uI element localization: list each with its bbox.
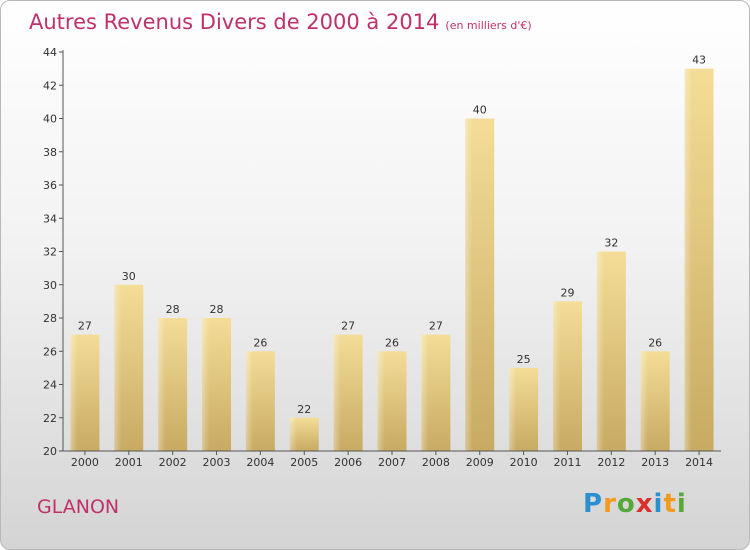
bar-highlight — [509, 367, 517, 451]
x-tick-label: 2000 — [71, 456, 99, 469]
bar-value-label: 27 — [429, 320, 443, 333]
place-name: GLANON — [37, 496, 120, 518]
y-tick-label: 22 — [43, 412, 57, 425]
bar-highlight — [158, 318, 166, 451]
x-tick-label: 2007 — [378, 456, 406, 469]
logo-letter: i — [676, 489, 687, 519]
logo-letter: i — [653, 489, 664, 519]
y-tick-label: 44 — [43, 46, 57, 59]
proxiti-logo[interactable]: Proxiti — [583, 489, 687, 519]
bar-value-label: 28 — [166, 303, 180, 316]
bar-highlight — [377, 351, 385, 451]
bar-value-label: 32 — [604, 237, 618, 250]
y-tick-label: 34 — [43, 212, 57, 225]
bar-value-label: 26 — [385, 336, 399, 349]
bar-highlight — [114, 284, 122, 451]
logo-letter: t — [663, 489, 677, 519]
bar-value-label: 22 — [297, 403, 311, 416]
bar-value-label: 26 — [648, 336, 662, 349]
x-tick-label: 2006 — [334, 456, 362, 469]
bar-highlight — [552, 301, 561, 451]
chart-title-main: Autres Revenus Divers de 2000 à 2014 — [29, 10, 440, 34]
bar-highlight — [684, 68, 692, 451]
bar-value-label: 27 — [78, 320, 92, 333]
y-tick-label: 42 — [43, 79, 57, 92]
bar-highlight — [333, 334, 341, 451]
x-tick-label: 2012 — [597, 456, 625, 469]
y-tick-label: 24 — [43, 379, 57, 392]
bar-highlight — [421, 334, 429, 451]
logo-letter: P — [583, 489, 604, 519]
bar-value-label: 30 — [122, 270, 136, 283]
y-tick-label: 26 — [43, 345, 57, 358]
logo-letter: x — [635, 489, 654, 519]
x-tick-label: 2009 — [466, 456, 494, 469]
x-tick-label: 2013 — [641, 456, 669, 469]
logo-letter: o — [616, 489, 636, 519]
bar-highlight — [640, 351, 648, 451]
x-tick-label: 2011 — [553, 456, 581, 469]
x-tick-label: 2014 — [685, 456, 713, 469]
bar-value-label: 25 — [517, 353, 531, 366]
y-tick-label: 20 — [43, 445, 57, 458]
bar-highlight — [70, 334, 78, 451]
bar-value-label: 26 — [253, 336, 267, 349]
x-tick-label: 2002 — [159, 456, 187, 469]
bar-value-label: 29 — [560, 286, 574, 299]
y-tick-label: 38 — [43, 146, 57, 159]
x-tick-label: 2010 — [510, 456, 538, 469]
bar-highlight — [245, 351, 254, 451]
chart-title: Autres Revenus Divers de 2000 à 2014 (en … — [29, 10, 532, 34]
bar-value-label: 43 — [692, 54, 706, 67]
y-tick-label: 40 — [43, 113, 57, 126]
y-tick-label: 30 — [43, 279, 57, 292]
logo-letter: r — [603, 489, 617, 519]
x-tick-label: 2003 — [203, 456, 231, 469]
bar-highlight — [289, 417, 298, 451]
bar-value-label: 27 — [341, 320, 355, 333]
bar-highlight — [596, 251, 605, 451]
x-tick-label: 2005 — [290, 456, 318, 469]
bar-value-label: 28 — [210, 303, 224, 316]
x-tick-label: 2004 — [246, 456, 274, 469]
x-tick-label: 2001 — [115, 456, 143, 469]
chart-title-unit: (en milliers d'€) — [445, 19, 532, 32]
bar-highlight — [202, 318, 210, 451]
y-tick-label: 32 — [43, 246, 57, 259]
x-tick-label: 2008 — [422, 456, 450, 469]
bar-highlight — [465, 118, 473, 451]
bar-value-label: 40 — [473, 104, 487, 117]
y-tick-label: 28 — [43, 312, 57, 325]
y-tick-label: 36 — [43, 179, 57, 192]
